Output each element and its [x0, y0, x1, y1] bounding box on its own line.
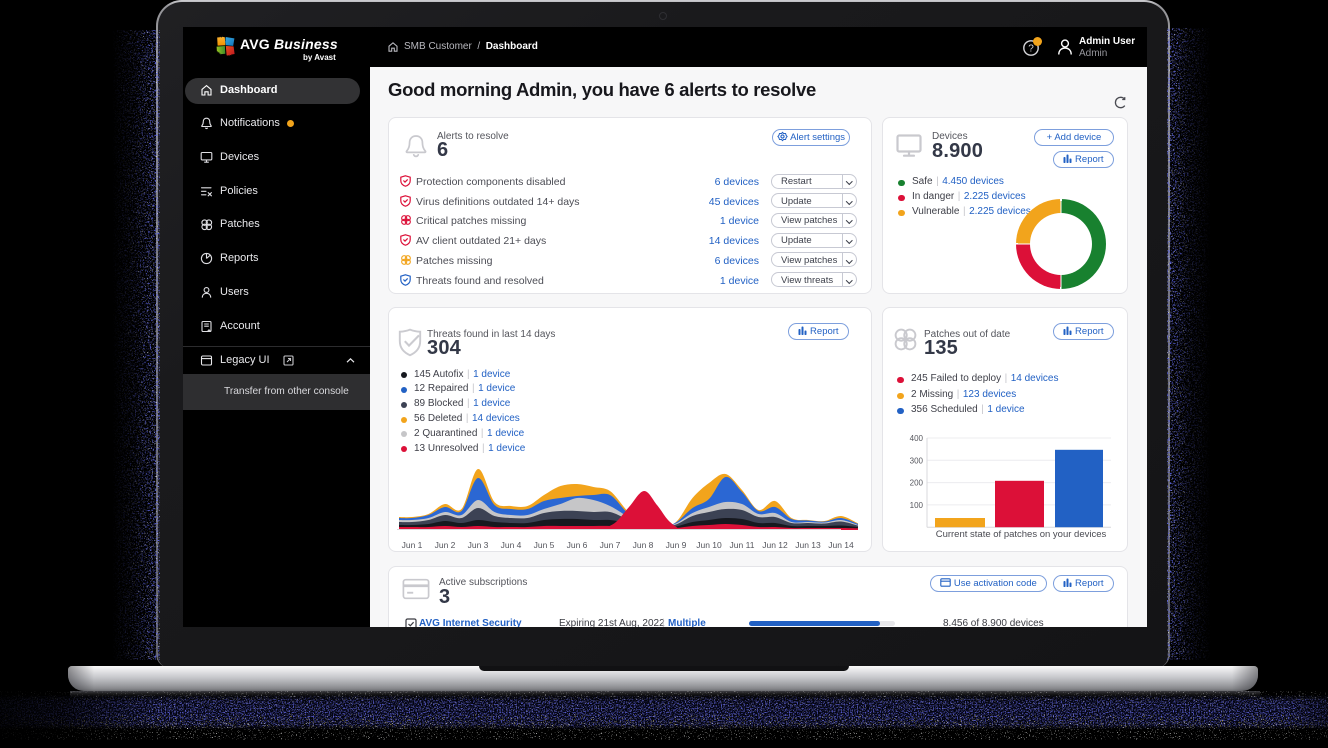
svg-text:100: 100 [910, 501, 924, 510]
svg-text:200: 200 [910, 479, 924, 488]
svg-text:?: ? [1028, 44, 1034, 55]
svg-text:400: 400 [910, 434, 924, 443]
svg-text:300: 300 [910, 456, 924, 465]
